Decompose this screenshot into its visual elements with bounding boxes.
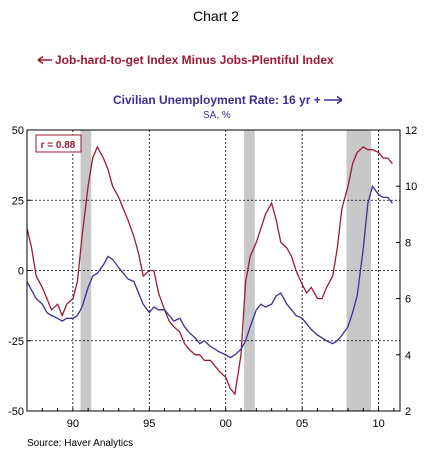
x-tick-label: 00 [220, 418, 232, 430]
legend-index: Job-hard-to-get Index Minus Jobs-Plentif… [37, 53, 334, 67]
correlation-box: r = 0.88 [35, 134, 82, 153]
chart-title: Chart 2 [193, 8, 239, 24]
series-lines [26, 145, 393, 396]
x-tick-label: 05 [296, 418, 308, 430]
legend-unemployment: Civilian Unemployment Rate: 16 yr + SA, … [113, 93, 343, 121]
legend-index-label: Job-hard-to-get Index Minus Jobs-Plentif… [55, 53, 334, 67]
right-tick-label: 4 [405, 350, 411, 362]
right-tick-label: 10 [405, 181, 417, 193]
left-axis: 50 25 0 -25 -50 [8, 125, 31, 418]
right-tick-label: 2 [405, 406, 411, 418]
legend-unemployment-label: Civilian Unemployment Rate: 16 yr + [113, 93, 321, 107]
legend-unemployment-note: SA, % [203, 110, 231, 121]
right-tick-label: 6 [405, 294, 411, 306]
series-line-index [26, 145, 393, 396]
correlation-label: r = 0.88 [41, 140, 76, 151]
x-axis: 90 95 00 05 10 [26, 408, 395, 430]
right-axis: 12 10 8 6 4 2 [396, 125, 417, 418]
left-tick-label: 0 [18, 266, 24, 278]
legend-index-arrowhead [37, 55, 44, 65]
recession-band [244, 130, 255, 411]
left-tick-label: -50 [8, 406, 24, 418]
right-tick-label: 12 [405, 125, 417, 137]
x-tick-label: 90 [67, 418, 79, 430]
series-line-unemployment [26, 184, 393, 359]
x-tick-label: 95 [143, 418, 155, 430]
recession-band [80, 130, 92, 411]
source-note: Source: Haver Analytics [27, 438, 133, 449]
legend-unemployment-arrowhead [336, 95, 343, 105]
left-tick-label: -25 [8, 336, 24, 348]
x-tick-label: 10 [372, 418, 384, 430]
left-tick-label: 25 [12, 195, 24, 207]
left-tick-label: 50 [12, 125, 24, 137]
right-tick-label: 8 [405, 237, 411, 249]
